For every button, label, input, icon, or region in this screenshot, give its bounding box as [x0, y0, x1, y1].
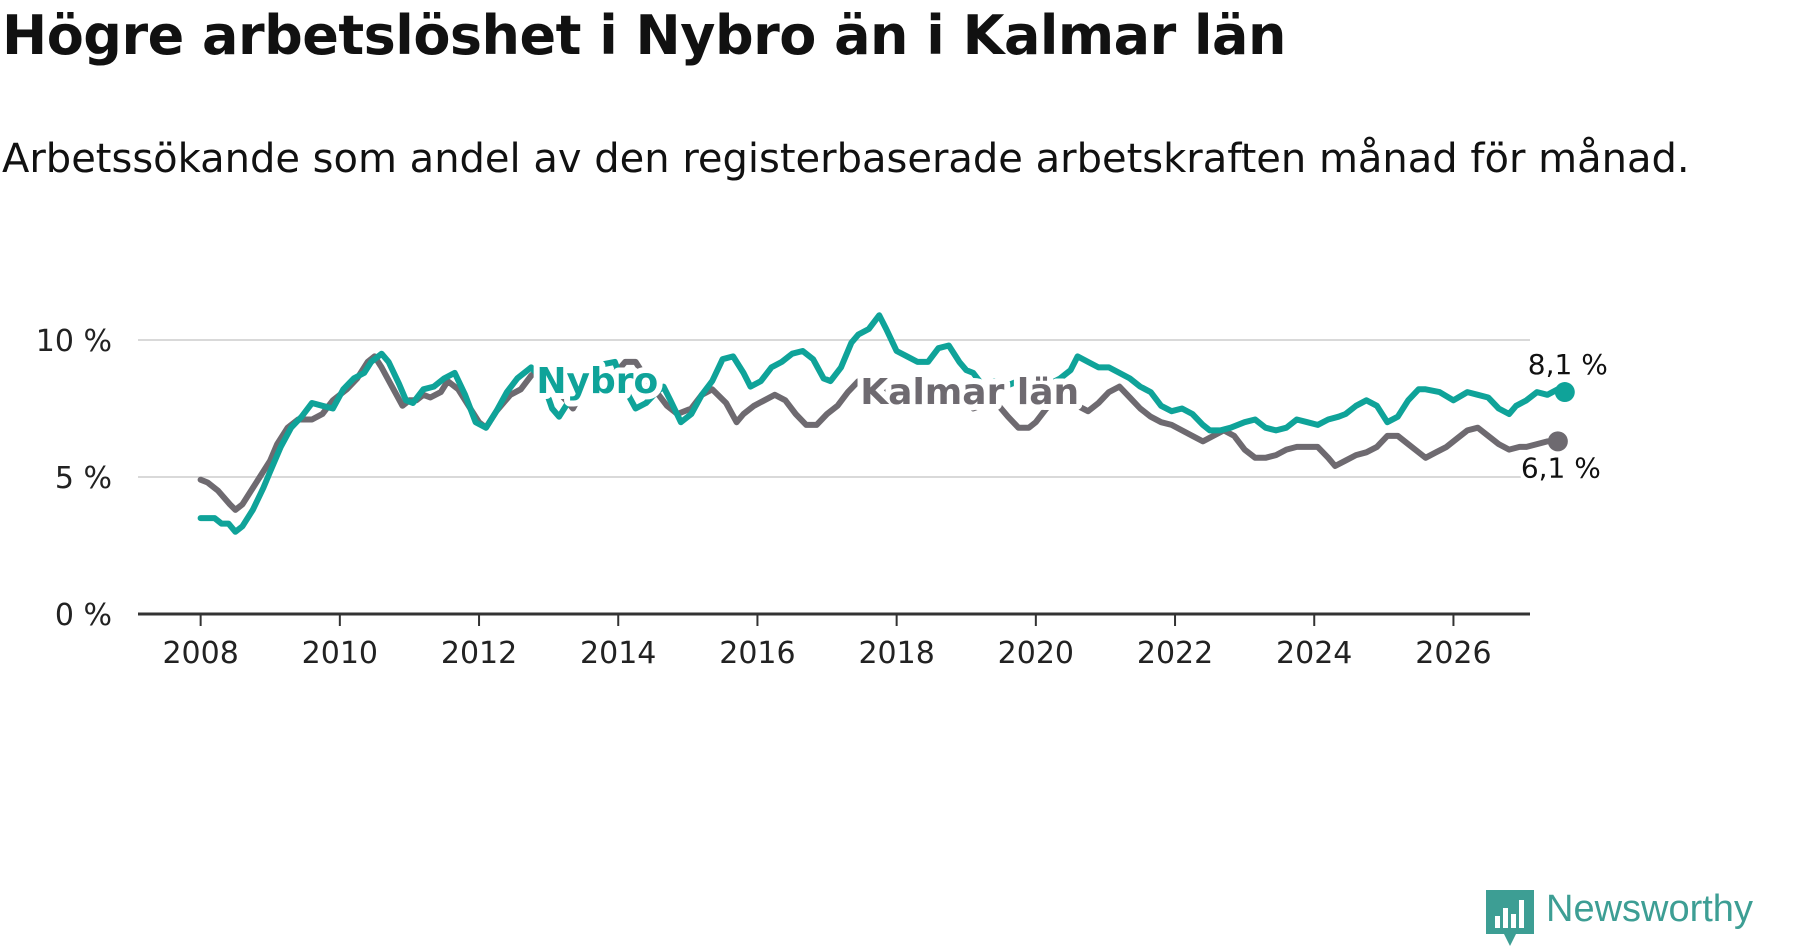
newsworthy-logo[interactable]: Newsworthy [1486, 878, 1796, 948]
x-tick-label: 2010 [302, 636, 378, 671]
x-tick-label: 2022 [1137, 636, 1213, 671]
y-tick-label: 10 % [36, 324, 112, 359]
y-axis: 0 % 5 % 10 % [36, 324, 112, 633]
series-labels: 6,1 % 8,1 % Kalmar län Nybro [530, 344, 1611, 488]
x-tick-label: 2024 [1276, 636, 1352, 671]
x-axis: 2008 2010 2012 2014 2016 2018 2020 2022 2024 2026 [138, 612, 1530, 671]
nybro-series-line [197, 312, 1568, 535]
series-lines [197, 312, 1575, 535]
nybro-series-label: Nybro [536, 361, 658, 402]
x-tick-label: 2012 [441, 636, 517, 671]
kalmar-l-n-end-point [1547, 431, 1568, 452]
x-tick-label: 2018 [858, 636, 934, 671]
x-tick-label: 2014 [580, 636, 656, 671]
x-tick-label: 2008 [162, 636, 238, 671]
x-tick-label: 2026 [1415, 636, 1491, 671]
kalmar-l-n-series-label: Kalmar län [860, 372, 1079, 413]
x-tick-label: 2016 [719, 636, 795, 671]
newsworthy-brand-name: Newsworthy [1546, 888, 1753, 930]
chart-subtitle: Arbetssökande som andel av den registerb… [2, 136, 1690, 182]
y-tick-label: 0 % [55, 598, 112, 633]
chart-title: Högre arbetslöshet i Nybro än i Kalmar l… [2, 4, 1286, 67]
line-chart: 0 %5 %10 % 2008 2010 2012 2014 2016 2018 2020 2… [35, 312, 1611, 671]
x-tick-label: 2020 [998, 636, 1074, 671]
newsworthy-logo-icon [1486, 890, 1534, 946]
nybro-end-point [1554, 382, 1575, 403]
nybro-end-label: 8,1 % [1528, 348, 1608, 381]
kalmar-l-n-end-label: 6,1 % [1521, 451, 1601, 484]
y-tick-label: 5 % [55, 461, 112, 496]
gridlines [138, 339, 1530, 478]
